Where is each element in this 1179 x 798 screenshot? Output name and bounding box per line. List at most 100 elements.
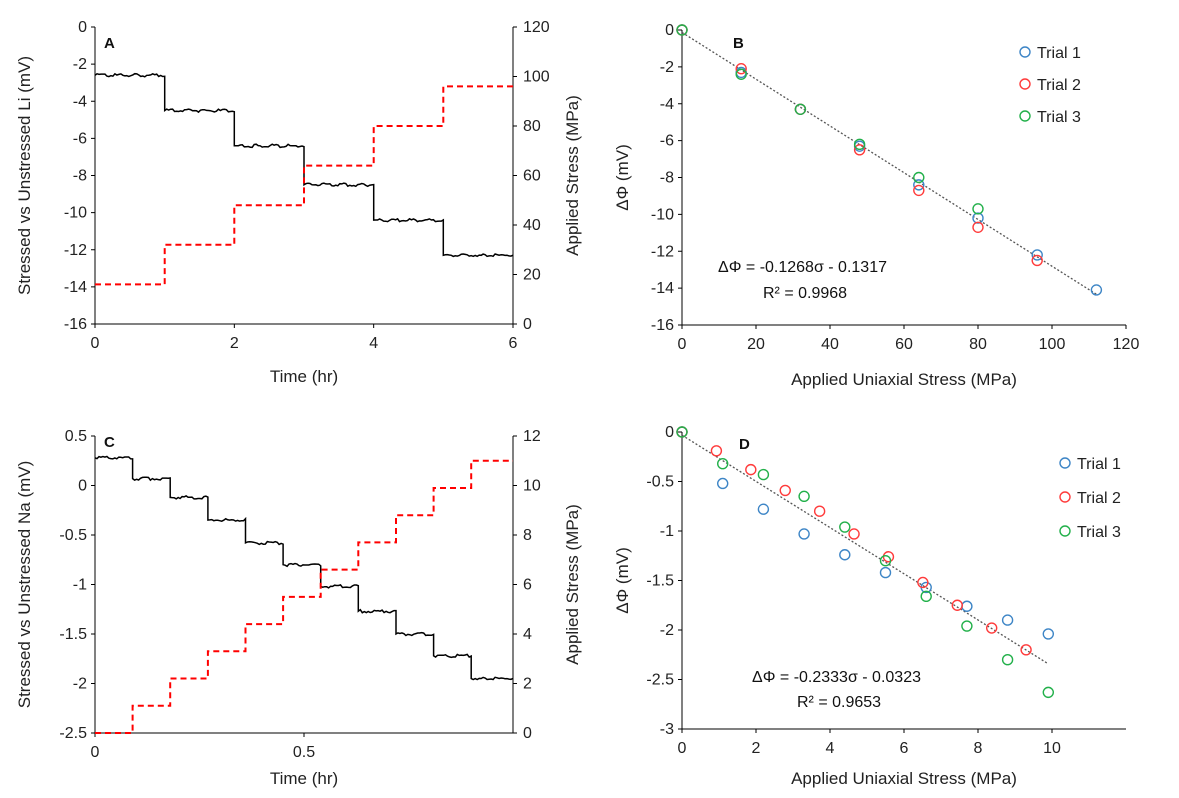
- trendline: [681, 434, 1049, 665]
- y-tick-label: -10: [651, 206, 674, 223]
- y2-tick-label: 40: [523, 217, 541, 234]
- legend-marker: [1059, 525, 1071, 537]
- y-tick-label: 0: [665, 424, 674, 441]
- data-point-trial-2: [779, 484, 791, 497]
- y-tick-label: -6: [73, 130, 87, 147]
- data-point-trial-2: [913, 184, 925, 197]
- data-point-trial-2: [985, 622, 998, 634]
- y-tick-label: -1: [73, 577, 87, 594]
- data-point-trial-1: [972, 212, 984, 224]
- x-tick-label: 60: [895, 336, 913, 353]
- y2-tick-label: 4: [523, 626, 532, 643]
- trace-stress: [95, 459, 513, 734]
- y-tick-label: -2: [660, 59, 674, 76]
- y-tick-label: -2: [73, 676, 87, 693]
- y-axis-label: Stressed vs Unstressed Na (mV): [15, 461, 34, 709]
- y-tick-label: -12: [64, 242, 87, 259]
- panel-letter: B: [733, 35, 744, 52]
- data-point-trial-3: [961, 620, 973, 632]
- data-point-trial-3: [676, 24, 688, 36]
- y2-tick-label: 0: [523, 725, 532, 742]
- data-point-trial-1: [1031, 249, 1043, 261]
- data-point-trial-3: [1001, 654, 1014, 666]
- y-tick-label: -2.5: [646, 672, 674, 689]
- y-tick-label: -10: [64, 205, 87, 222]
- trace-potential: [94, 455, 514, 681]
- x-tick-label: 0: [678, 336, 687, 353]
- y2-axis-label: Applied Stress (MPa): [563, 504, 582, 665]
- data-point-trial-2: [972, 221, 984, 233]
- panel-D: 0 2 4 6 8 10 0 -0.5 -1 -1.5 -2 -2.5 -3 Applied Uniaxi…: [613, 424, 1126, 788]
- data-point-trial-3: [798, 490, 810, 503]
- legend-marker: [1059, 457, 1071, 469]
- legend-label: Trial 2: [1077, 490, 1121, 507]
- data-point-trial-2: [813, 505, 826, 517]
- data-point-trial-1: [1001, 614, 1014, 626]
- y-tick-label: 0: [665, 22, 674, 39]
- trace-stress: [95, 85, 513, 286]
- y-tick-label: -8: [73, 168, 87, 185]
- x-tick-label: 0: [91, 744, 100, 761]
- y-axis-label: ΔΦ (mV): [613, 144, 632, 210]
- legend-marker: [1019, 78, 1031, 90]
- data-point-trial-2: [1020, 644, 1032, 656]
- data-point-trial-3: [920, 590, 932, 603]
- x-tick-label: 2: [230, 335, 239, 352]
- trace-potential: [94, 72, 514, 258]
- x-tick-label: 4: [826, 740, 835, 757]
- data-point-trial-1: [757, 503, 770, 515]
- y-tick-label: -2: [73, 56, 87, 73]
- y-tick-label: -4: [660, 96, 674, 113]
- data-point-trial-3: [757, 468, 770, 481]
- data-point-trial-1: [961, 600, 973, 612]
- y2-tick-label: 12: [523, 428, 541, 445]
- data-point-trial-1: [717, 477, 729, 490]
- data-point-trial-3: [676, 426, 688, 438]
- y-tick-label: -12: [651, 243, 674, 260]
- y-tick-label: -1: [660, 523, 674, 540]
- x-tick-label: 20: [747, 336, 765, 353]
- x-tick-label: 4: [369, 335, 378, 352]
- trend-equation: ΔΦ = -0.1268σ - 0.1317: [718, 259, 887, 276]
- x-tick-label: 6: [900, 740, 909, 757]
- x-tick-label: 80: [969, 336, 987, 353]
- data-point-trial-3: [735, 68, 747, 80]
- panel-A: 0 2 4 60-2-4-6-8-10-12-14-16120100806040200…: [15, 19, 582, 386]
- y-tick-label: -0.5: [59, 527, 87, 544]
- data-point-trial-3: [1042, 686, 1055, 699]
- data-point-trial-1: [798, 528, 810, 540]
- data-point-trial-1: [913, 179, 925, 191]
- x-tick-label: 0.5: [293, 744, 315, 761]
- data-point-trial-1: [879, 566, 892, 579]
- data-point-trial-3: [717, 457, 729, 470]
- legend-marker: [1059, 491, 1071, 503]
- y-tick-label: -1.5: [646, 573, 674, 590]
- legend-marker: [1019, 46, 1031, 58]
- data-point-trial-2: [917, 576, 929, 589]
- legend-label: Trial 3: [1077, 524, 1121, 541]
- y-tick-label: -3: [660, 721, 674, 738]
- data-point-trial-3: [853, 138, 866, 151]
- y2-tick-label: 60: [523, 168, 541, 185]
- y-tick-label: -6: [660, 133, 674, 150]
- legend-label: Trial 1: [1037, 45, 1081, 62]
- y2-tick-label: 10: [523, 478, 541, 495]
- legend-label: Trial 3: [1037, 109, 1081, 126]
- data-point-trial-3: [913, 171, 925, 184]
- x-tick-label: 0: [678, 740, 687, 757]
- panel-letter: C: [104, 434, 115, 451]
- data-point-trial-2: [1031, 254, 1043, 267]
- y-tick-label: -16: [64, 316, 87, 333]
- trend-equation: ΔΦ = -0.2333σ - 0.0323: [752, 669, 921, 686]
- y-tick-label: 0: [78, 478, 87, 495]
- panel-B: 0 20 40 60 80 100 120 0 -2 -4 -6 -8 -10 -12 -14 -16 Appl…: [613, 22, 1139, 389]
- y-tick-label: -16: [651, 317, 674, 334]
- data-point-trial-3: [839, 521, 851, 533]
- data-point-trial-2: [710, 445, 723, 457]
- x-tick-label: 100: [1039, 336, 1066, 353]
- x-tick-label: 40: [821, 336, 839, 353]
- y-tick-label: -14: [651, 280, 674, 297]
- legend-marker: [1019, 110, 1031, 122]
- x-axis-label: Applied Uniaxial Stress (MPa): [791, 370, 1017, 389]
